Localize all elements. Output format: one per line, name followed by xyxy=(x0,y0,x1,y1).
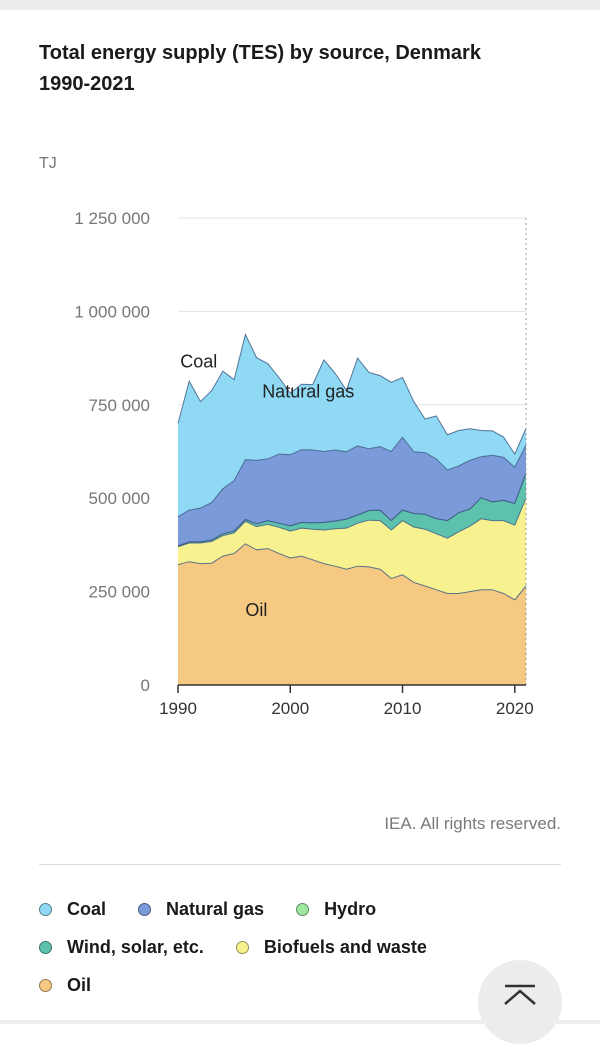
legend-row: Coal Natural gas Hydro xyxy=(39,890,579,928)
y-tick-label: 250 000 xyxy=(89,583,150,602)
legend-item-coal[interactable]: Coal xyxy=(39,899,106,920)
y-tick-label: 750 000 xyxy=(89,396,150,415)
area-wind-solar-etc xyxy=(178,473,526,547)
legend: Coal Natural gas Hydro Wind, solar, etc.… xyxy=(39,890,579,1004)
series-boundary-line xyxy=(177,436,527,518)
y-tick-label: 1 000 000 xyxy=(74,302,150,321)
series-boundary-line xyxy=(177,472,527,547)
legend-label-biofuels: Biofuels and waste xyxy=(263,936,427,957)
legend-row: Wind, solar, etc. Biofuels and waste xyxy=(39,928,579,966)
legend-label-natural-gas: Natural gas xyxy=(166,898,265,919)
legend-item-wind-solar[interactable]: Wind, solar, etc. xyxy=(39,937,204,958)
scroll-to-top-button[interactable] xyxy=(478,960,562,1044)
series-boundary-line xyxy=(177,543,527,601)
area-coal xyxy=(178,334,526,517)
area-oil xyxy=(178,543,526,685)
y-tick-label: 500 000 xyxy=(89,489,150,508)
top-bar xyxy=(0,0,600,10)
legend-item-natural-gas[interactable]: Natural gas xyxy=(138,899,264,920)
series-boundary-line xyxy=(177,333,527,456)
chart-title: Total energy supply (TES) by source, Den… xyxy=(39,42,481,95)
legend-swatch-biofuels xyxy=(235,940,249,954)
legend-label-coal: Coal xyxy=(67,898,107,919)
area-biofuels-and-waste xyxy=(178,498,526,600)
legend-swatch-hydro xyxy=(296,902,310,916)
y-tick-label: 0 xyxy=(141,676,150,695)
x-tick-label: 2010 xyxy=(384,699,422,718)
legend-swatch-oil xyxy=(39,978,52,992)
legend-item-oil[interactable]: Oil xyxy=(39,975,91,996)
x-tick-label: 1990 xyxy=(159,699,197,718)
y-tick-label: 1 250 000 xyxy=(74,209,150,228)
on-chart-label-coal: Coal xyxy=(180,351,217,371)
on-chart-label-oil: Oil xyxy=(245,600,267,620)
legend-label-oil: Oil xyxy=(67,974,92,995)
legend-swatch-natural-gas xyxy=(138,902,152,916)
chevron-up-icon xyxy=(504,984,536,1005)
y-axis-unit-label: TJ xyxy=(39,155,57,172)
legend-item-hydro[interactable]: Hydro xyxy=(296,899,376,920)
legend-swatch-wind-solar xyxy=(39,940,52,954)
x-tick-label: 2020 xyxy=(496,699,534,718)
legend-row: Oil xyxy=(39,966,579,1004)
bottom-bar xyxy=(0,1020,600,1024)
on-chart-label-natural-gas: Natural gas xyxy=(262,381,354,401)
chart-area: TJ 0 250 000 500 000 750 000 1 000 000 1 250 0… xyxy=(39,155,534,718)
series-boundary-line xyxy=(177,498,527,548)
credit-text: IEA. All rights reserved. xyxy=(384,814,561,833)
x-tick-label: 2000 xyxy=(271,699,309,718)
legend-label-hydro: Hydro xyxy=(324,898,377,919)
divider xyxy=(39,864,561,865)
legend-item-biofuels[interactable]: Biofuels and waste xyxy=(235,936,427,958)
legend-swatch-coal xyxy=(39,902,52,916)
legend-label-wind-solar: Wind, solar, etc. xyxy=(67,936,204,957)
